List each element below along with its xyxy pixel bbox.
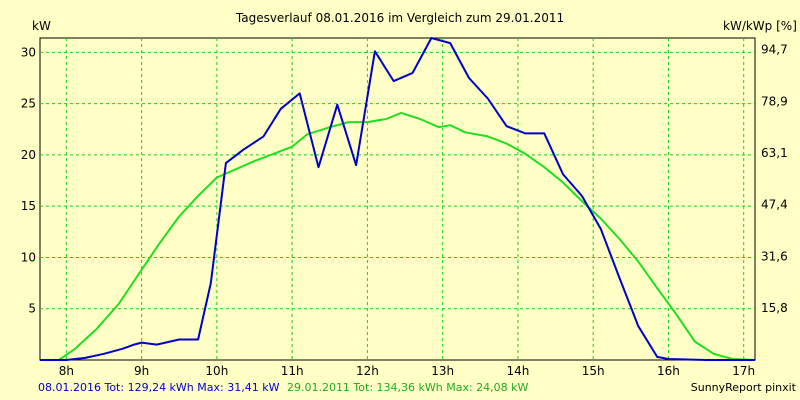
x-tick-label: 14h: [506, 364, 529, 378]
y-tick-label-right: 78,9: [761, 94, 788, 108]
footer-summary: 08.01.2016 Tot: 129,24 kWh Max: 31,41 kW…: [38, 381, 529, 394]
x-tick-label: 8h: [59, 364, 74, 378]
footer-credit: SunnyReport pinxit: [691, 381, 797, 394]
x-tick-label: 17h: [732, 364, 755, 378]
series-line-1: [40, 37, 755, 361]
x-tick-label: 16h: [657, 364, 680, 378]
y-tick-label-right: 63,1: [761, 146, 788, 160]
y-tick-label-left: 15: [21, 199, 36, 213]
footer-series1-summary: 08.01.2016 Tot: 129,24 kWh Max: 31,41 kW: [38, 381, 280, 394]
y-tick-label-left: 20: [21, 148, 36, 162]
footer-series2-summary: 29.01.2011 Tot: 134,36 kWh Max: 24,08 kW: [287, 381, 529, 394]
series-layer: [40, 37, 756, 361]
y-tick-label-right: 31,6: [761, 249, 788, 263]
y-tick-label-right: 47,4: [761, 198, 788, 212]
left-axis-unit: kW: [32, 19, 51, 33]
series-line-2: [40, 111, 756, 361]
chart-title: Tagesverlauf 08.01.2016 im Vergleich zum…: [235, 11, 564, 25]
plot-area: [39, 37, 756, 361]
y-tick-label-left: 25: [21, 97, 36, 111]
y-tick-label-left: 10: [21, 250, 36, 264]
right-axis-unit: kW/kWp [%]: [723, 19, 797, 33]
x-tick-label: 13h: [431, 364, 454, 378]
y-tick-label-right: 94,7: [761, 42, 788, 56]
x-tick-label: 11h: [281, 364, 304, 378]
x-tick-label: 9h: [134, 364, 149, 378]
x-tick-label: 10h: [205, 364, 228, 378]
y-tick-label-left: 30: [21, 45, 36, 59]
y-tick-label-right: 15,8: [761, 301, 788, 315]
x-tick-label: 12h: [356, 364, 379, 378]
x-tick-label: 15h: [582, 364, 605, 378]
tick-labels: 8h 9h 10h 11h 12h 13h 14h 15h 16h 17h 5 10 15 20 25 30 1…: [21, 42, 788, 378]
y-tick-label-left: 5: [28, 302, 36, 316]
